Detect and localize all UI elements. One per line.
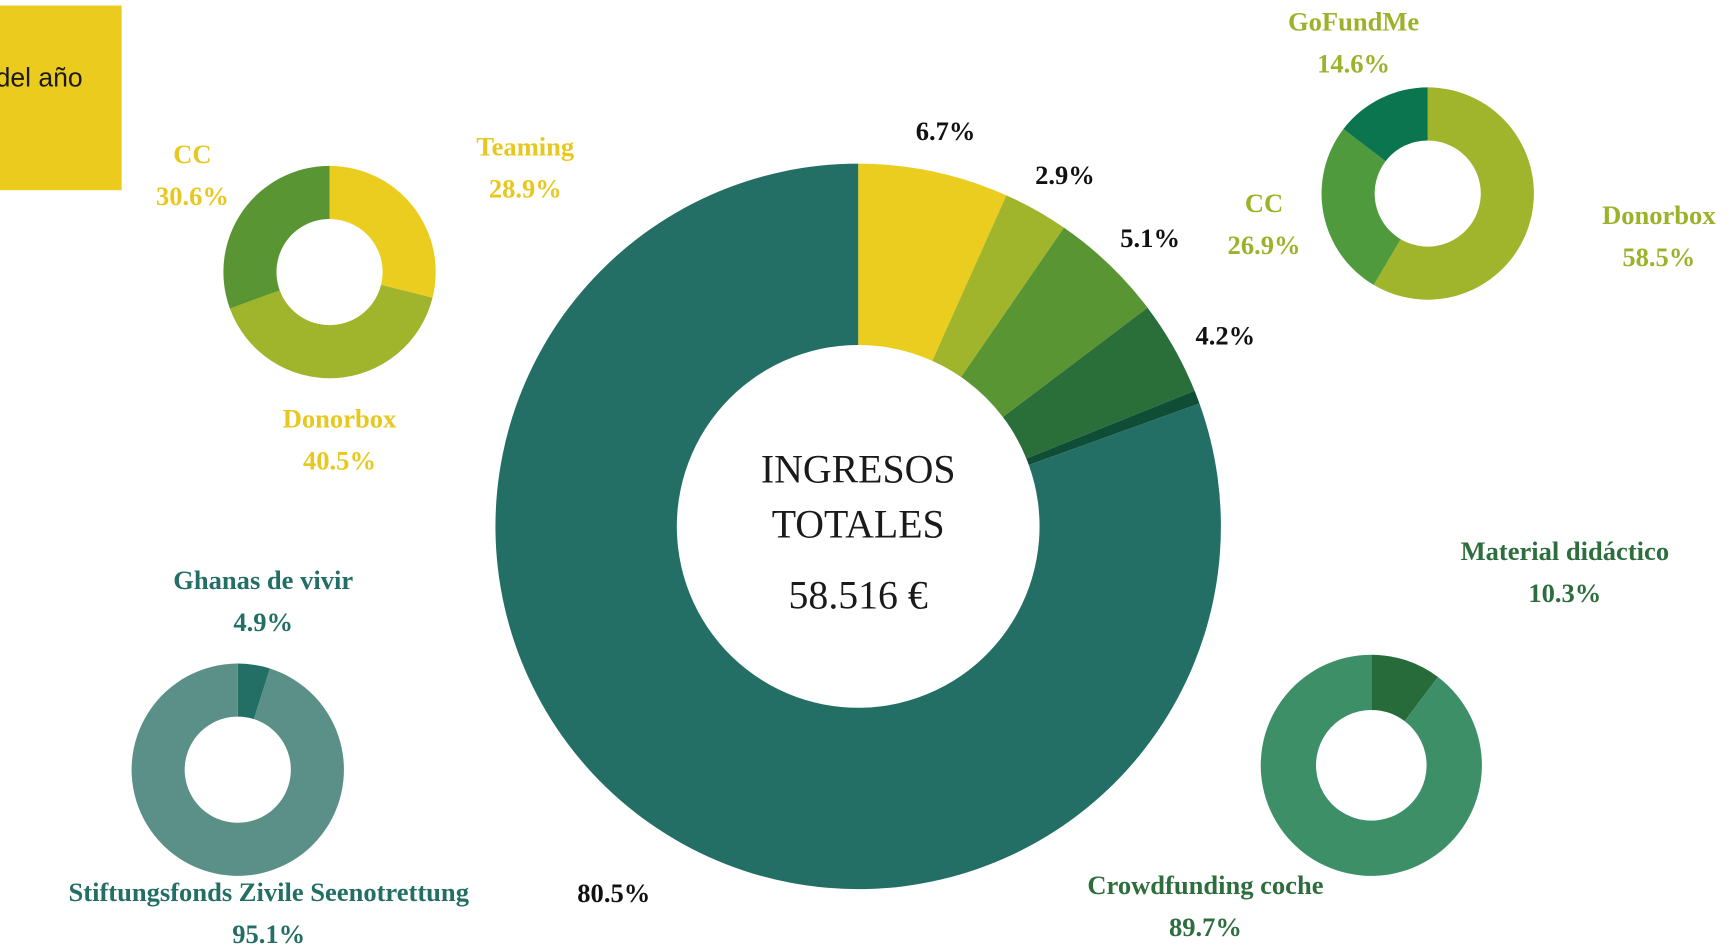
segment-percent: 95.1% xyxy=(232,919,305,948)
segment-percent: 26.9% xyxy=(1228,230,1301,260)
center-title-line: TOTALES xyxy=(772,503,945,547)
segment-percent: 2.9% xyxy=(1035,160,1095,190)
segment-name: Material didáctico xyxy=(1461,536,1670,566)
segment-name: CC xyxy=(1245,188,1283,218)
donut-segment xyxy=(1026,390,1200,465)
legend-fragment: del año xyxy=(0,63,83,93)
segment-name: GoFundMe xyxy=(1288,6,1419,36)
segment-percent: 30.6% xyxy=(156,181,229,211)
segment-name: Donorbox xyxy=(283,403,397,433)
donut-segment xyxy=(1002,307,1195,459)
segment-name: Donorbox xyxy=(1602,200,1716,230)
donut-segment xyxy=(1371,654,1438,722)
donut-segment xyxy=(858,163,1007,361)
center-title-line: INGRESOS xyxy=(761,447,956,491)
donut-segment xyxy=(1260,654,1482,876)
donut-segment xyxy=(237,663,270,720)
donut-segment xyxy=(495,163,1221,890)
donut-segment xyxy=(961,227,1148,418)
center-total: 58.516 € xyxy=(789,574,928,618)
segment-percent: 80.5% xyxy=(577,878,650,908)
segment-percent: 89.7% xyxy=(1169,912,1242,942)
segment-name: Crowdfunding coche xyxy=(1087,870,1323,900)
donut-segment xyxy=(223,165,330,309)
donut-segment xyxy=(329,165,436,298)
donut-segment xyxy=(1373,87,1534,300)
donut-segment xyxy=(932,195,1064,378)
segment-percent: 4.2% xyxy=(1195,320,1255,350)
donut-segment xyxy=(131,663,344,876)
canvas: del año 6.7% 2.9% 5.1% 4.2% 80.5% INGRESOS TOT… xyxy=(0,5,1716,948)
donut-segment xyxy=(1343,87,1428,162)
donut-segment xyxy=(229,284,433,379)
segment-percent: 6.7% xyxy=(916,116,976,146)
segment-name: CC xyxy=(173,139,211,169)
legend-box xyxy=(0,5,122,191)
segment-name: Teaming xyxy=(476,131,574,161)
segment-percent: 58.5% xyxy=(1622,242,1695,272)
segment-percent: 4.9% xyxy=(233,607,293,637)
segment-percent: 40.5% xyxy=(303,445,376,475)
segment-percent: 14.6% xyxy=(1317,48,1390,78)
segment-name: Ghanas de vivir xyxy=(173,565,353,595)
segment-name: Stiftungsfonds Zivile Seenotrettung xyxy=(68,877,468,907)
segment-percent: 28.9% xyxy=(489,173,562,203)
segment-percent: 5.1% xyxy=(1120,223,1180,253)
donut-segment xyxy=(1321,128,1401,285)
segment-percent: 10.3% xyxy=(1528,578,1601,608)
center-title: INGRESOS TOTALES xyxy=(761,447,956,546)
